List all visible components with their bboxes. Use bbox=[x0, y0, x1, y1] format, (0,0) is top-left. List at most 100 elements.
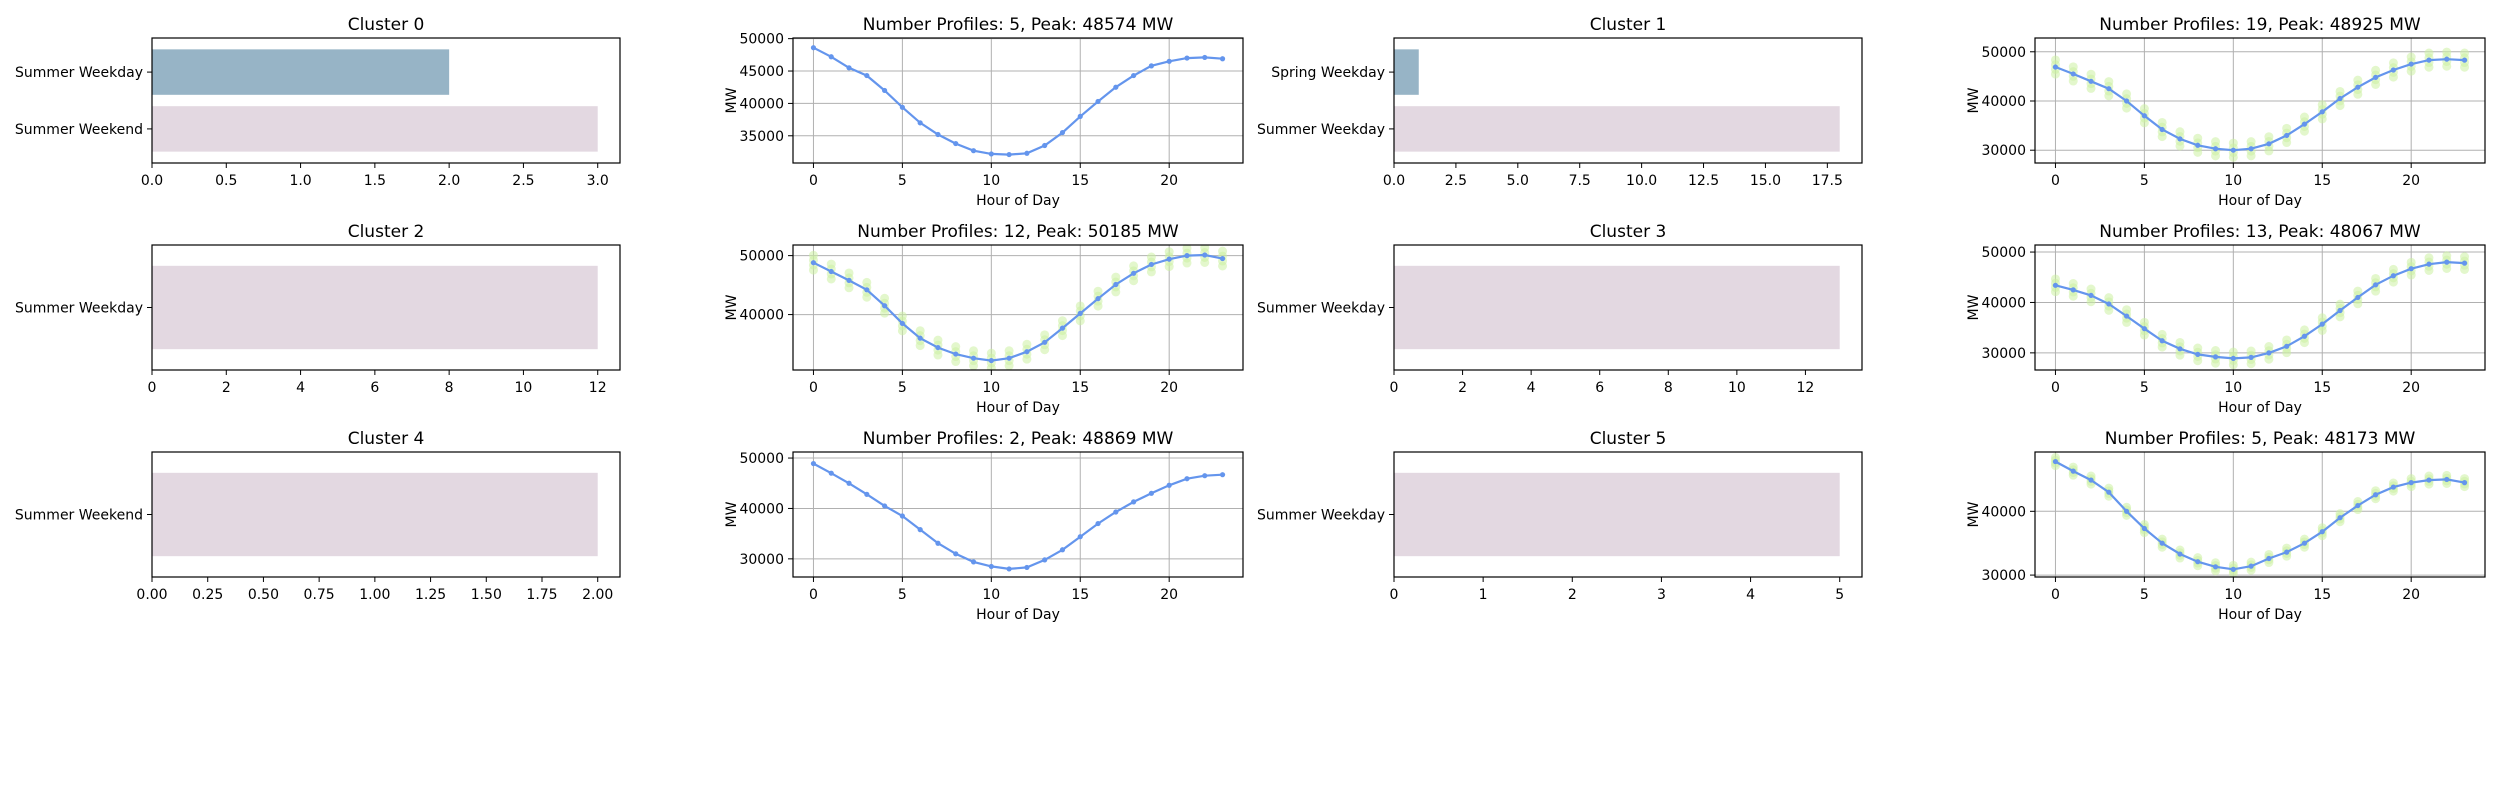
data-point bbox=[2373, 282, 2379, 288]
data-point bbox=[2373, 74, 2379, 80]
x-tick-label: 12 bbox=[1797, 380, 1815, 396]
data-point bbox=[988, 151, 994, 157]
profile-dot bbox=[951, 342, 961, 352]
subplot-8: Cluster 4 Summer Weekend 0.00 0.25 0.50 0.75 1… bbox=[15, 429, 621, 603]
axes-frame bbox=[2034, 37, 2486, 164]
y-tick-label: 30000 bbox=[1981, 346, 2026, 362]
data-point bbox=[1113, 281, 1119, 288]
profile-dot bbox=[2104, 77, 2114, 87]
data-point bbox=[2266, 555, 2272, 562]
profile-dot bbox=[2335, 299, 2345, 309]
x-tick-label: 1.25 bbox=[415, 587, 446, 603]
data-point bbox=[917, 120, 923, 126]
axes-frame bbox=[151, 451, 621, 578]
x-tick-label: 5 bbox=[898, 173, 907, 189]
y-tick-label: 50000 bbox=[739, 32, 784, 48]
data-point bbox=[882, 87, 888, 94]
data-point bbox=[970, 355, 977, 361]
data-point bbox=[864, 287, 870, 293]
data-point bbox=[2230, 147, 2236, 153]
data-point bbox=[899, 104, 905, 110]
bar bbox=[152, 265, 598, 350]
bar bbox=[1394, 49, 1419, 95]
data-point bbox=[1024, 564, 1030, 571]
profile-dot bbox=[2228, 347, 2238, 357]
x-tick-label: 6 bbox=[1595, 380, 1604, 396]
subplot-0: Cluster 0 Summer Weekday Summer Weekend 0.0… bbox=[15, 15, 621, 189]
y-tick-label: Summer Weekend bbox=[15, 122, 143, 138]
x-tick-label: 2.5 bbox=[1445, 173, 1467, 189]
x-tick-label: 0 bbox=[148, 380, 157, 396]
profile-dot bbox=[2193, 133, 2203, 143]
y-tick-label: Summer Weekend bbox=[15, 508, 143, 524]
data-point bbox=[882, 303, 888, 309]
data-point bbox=[2461, 57, 2468, 63]
subplot-4: Cluster 2 Summer Weekday 0 2 4 6 8 10 12 bbox=[15, 222, 621, 396]
data-point bbox=[1219, 56, 1226, 62]
y-tick-label: 35000 bbox=[739, 129, 784, 145]
bar bbox=[1394, 472, 1840, 557]
x-tick-label: 15 bbox=[2313, 173, 2331, 189]
profile-dot bbox=[933, 335, 943, 345]
data-point bbox=[2212, 564, 2219, 570]
x-tick-label: 5 bbox=[1835, 587, 1844, 603]
profile-dot bbox=[880, 293, 890, 303]
profile-dot bbox=[915, 326, 925, 336]
data-point bbox=[2301, 121, 2308, 127]
data-point bbox=[2373, 492, 2379, 498]
data-point bbox=[1184, 253, 1190, 259]
data-point bbox=[2408, 61, 2414, 67]
data-point bbox=[917, 527, 923, 533]
x-tick-label: 12 bbox=[589, 380, 607, 396]
profile-dot bbox=[844, 268, 854, 278]
y-axis-label: MW bbox=[1966, 294, 1982, 320]
x-tick-label: 15 bbox=[2313, 587, 2331, 603]
axes-frame bbox=[792, 244, 1244, 371]
profile-dot bbox=[2442, 470, 2452, 480]
y-tick-label: 50000 bbox=[739, 249, 784, 265]
data-point bbox=[1131, 72, 1137, 79]
data-point bbox=[2195, 142, 2201, 148]
y-tick-label: 50000 bbox=[1981, 245, 2026, 261]
data-point bbox=[2284, 343, 2290, 349]
y-tick-label: 40000 bbox=[739, 501, 784, 517]
x-tick-label: 10 bbox=[982, 587, 1000, 603]
x-tick-label: 15 bbox=[1071, 173, 1089, 189]
data-point bbox=[899, 320, 905, 327]
profile-dot bbox=[2264, 132, 2274, 142]
profile-dot bbox=[2050, 453, 2060, 463]
data-point bbox=[2337, 95, 2343, 102]
y-axis-label: MW bbox=[724, 294, 740, 320]
x-tick-label: 7.5 bbox=[1569, 173, 1591, 189]
x-tick-label: 8 bbox=[1664, 380, 1673, 396]
data-point bbox=[1219, 472, 1226, 478]
profile-dot bbox=[808, 250, 818, 260]
subplot-2: Cluster 1 Spring Weekday Summer Weekday 0.0… bbox=[1257, 15, 1863, 189]
data-point bbox=[970, 559, 977, 565]
subplot-title: Cluster 2 bbox=[348, 222, 425, 242]
data-point bbox=[988, 357, 994, 364]
data-point bbox=[953, 140, 959, 147]
x-tick-label: 0.5 bbox=[215, 173, 237, 189]
x-axis-label: Hour of Day bbox=[976, 193, 1060, 209]
x-tick-label: 4 bbox=[296, 380, 305, 396]
y-tick-label: 30000 bbox=[739, 552, 784, 568]
x-tick-label: 10 bbox=[982, 380, 1000, 396]
subplot-title: Number Profiles: 12, Peak: 50185 MW bbox=[857, 222, 1179, 242]
profile-dot bbox=[2086, 284, 2096, 294]
x-tick-label: 0.0 bbox=[1383, 173, 1405, 189]
profile-dot bbox=[2211, 137, 2221, 147]
profile-dot bbox=[2460, 474, 2470, 484]
x-tick-label: 5 bbox=[2140, 587, 2149, 603]
profile-dot bbox=[2406, 257, 2416, 267]
y-tick-label: 40000 bbox=[1981, 295, 2026, 311]
data-point bbox=[953, 351, 959, 357]
axes-frame bbox=[151, 37, 621, 164]
subplot-title: Number Profiles: 5, Peak: 48574 MW bbox=[863, 15, 1174, 35]
profile-dot bbox=[2371, 273, 2381, 283]
profile-dot bbox=[2388, 478, 2398, 488]
y-tick-label: 40000 bbox=[739, 308, 784, 324]
x-axis-label: Hour of Day bbox=[2218, 607, 2302, 623]
data-point bbox=[2106, 86, 2112, 92]
y-tick-label: 50000 bbox=[739, 451, 784, 467]
